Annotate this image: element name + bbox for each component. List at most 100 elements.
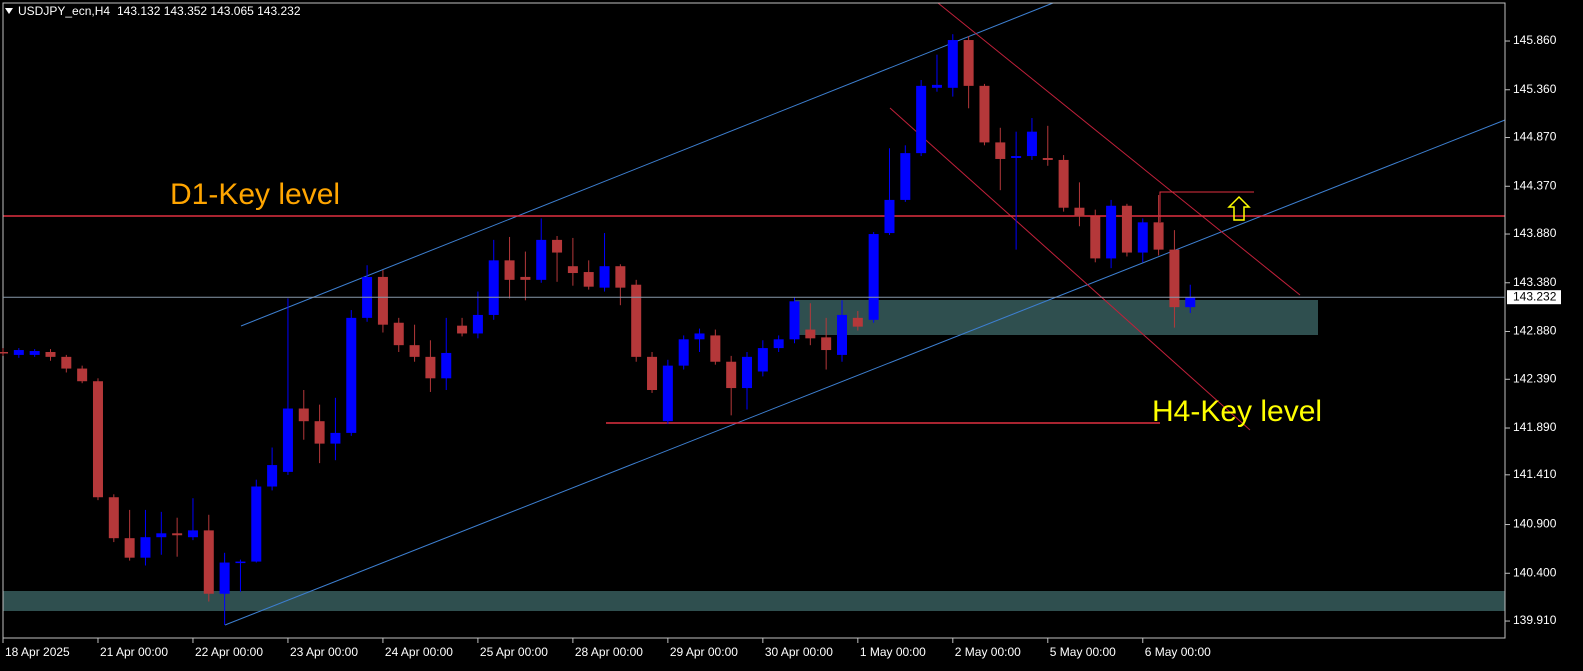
candle-body [267,465,278,487]
x-tick-label: 24 Apr 00:00 [385,645,453,659]
candle-body [1185,297,1196,308]
candle-body [742,356,753,389]
candle-body [314,421,325,444]
candle-body [488,260,499,315]
candle-body [789,301,800,340]
candle-body [1011,156,1022,158]
x-tick-label: 6 May 00:00 [1145,645,1211,659]
candle-body [1074,207,1085,217]
candle-body [836,314,847,355]
candle-body [773,339,784,349]
menu-triangle [5,8,13,14]
candle-body [1042,157,1053,160]
candle-body [0,351,8,354]
header-prices: 143.132 143.352 143.065 143.232 [117,4,301,18]
candle-body [599,266,610,288]
arrow-up [1227,195,1251,221]
x-tick-label: 2 May 00:00 [955,645,1021,659]
candle-body [61,356,72,369]
candle-body [425,356,436,379]
y-tick-label: 145.860 [1513,33,1557,47]
candle-body [757,348,768,372]
y-tick-label: 144.870 [1513,130,1557,144]
y-tick-label: 140.900 [1513,517,1557,531]
candle-body [124,538,135,558]
x-tick-label: 30 Apr 00:00 [765,645,833,659]
candle-body [868,234,879,320]
candle-body [1137,222,1148,253]
zone [795,300,1318,335]
candle-body [852,317,863,327]
current-price-box [1507,290,1561,305]
candle-body [92,381,103,498]
channel-line [240,2,1054,327]
candle-body [330,432,341,444]
candle-body [694,333,705,340]
candle-body [172,533,183,536]
candle-body [615,266,626,288]
y-tick-label: 143.380 [1513,275,1557,289]
x-tick-label: 1 May 00:00 [860,645,926,659]
x-tick-label: 18 Apr 2025 [5,645,70,659]
candle-body [504,260,515,280]
candle-body [821,337,832,351]
candle-body [187,530,198,538]
x-tick-label: 22 Apr 00:00 [195,645,263,659]
candle-body [235,561,246,564]
plot-frame [2,2,1506,639]
candle-body [916,85,927,154]
y-tick-label: 142.880 [1513,324,1557,338]
candle-body [140,537,151,558]
marker-line [1159,191,1254,222]
candle-body [647,356,658,391]
candle-body [1026,131,1037,157]
x-tick-label: 5 May 00:00 [1050,645,1116,659]
x-tick-label: 29 Apr 00:00 [670,645,738,659]
x-tick-label: 28 Apr 00:00 [575,645,643,659]
candle-body [156,533,167,538]
y-tick-label: 139.910 [1513,613,1557,627]
candle-body [726,361,737,389]
zone [3,591,1505,611]
candle-body [931,84,942,88]
candle-body [884,199,895,234]
candle-body [298,408,309,422]
candle-body [108,497,119,539]
candle-body [710,335,721,362]
candle-body [393,322,404,346]
candle-body [377,276,388,325]
candle-body [662,365,673,422]
candle-body [1106,205,1117,259]
candle-body [1121,205,1132,253]
candle-body [520,276,531,280]
candle-body [457,325,468,334]
candle-body [1058,159,1069,208]
channel-line [224,119,1506,626]
candle-body [900,153,911,200]
candle-body [282,408,293,472]
candle-body [678,339,689,366]
candle-body [251,486,262,562]
candle-body [995,142,1006,159]
y-tick-label: 142.390 [1513,371,1557,385]
y-tick-label: 144.370 [1513,178,1557,192]
annotation: H4-Key level [1152,395,1322,428]
y-tick-label: 141.890 [1513,420,1557,434]
candle-body [979,85,990,143]
candle-body [13,350,24,355]
candle-body [1090,216,1101,259]
current-price-label: 143.232 [1513,289,1557,303]
candle-body [346,317,357,433]
candle-body [552,239,563,253]
candle-body [963,40,974,86]
candle-body [805,329,816,339]
channel-line [937,2,1301,296]
x-tick-label: 23 Apr 00:00 [290,645,358,659]
x-tick-label: 25 Apr 00:00 [480,645,548,659]
candle-body [583,272,594,287]
candle-body [567,266,578,274]
channel-line [889,107,1251,431]
candle-body [947,40,958,88]
